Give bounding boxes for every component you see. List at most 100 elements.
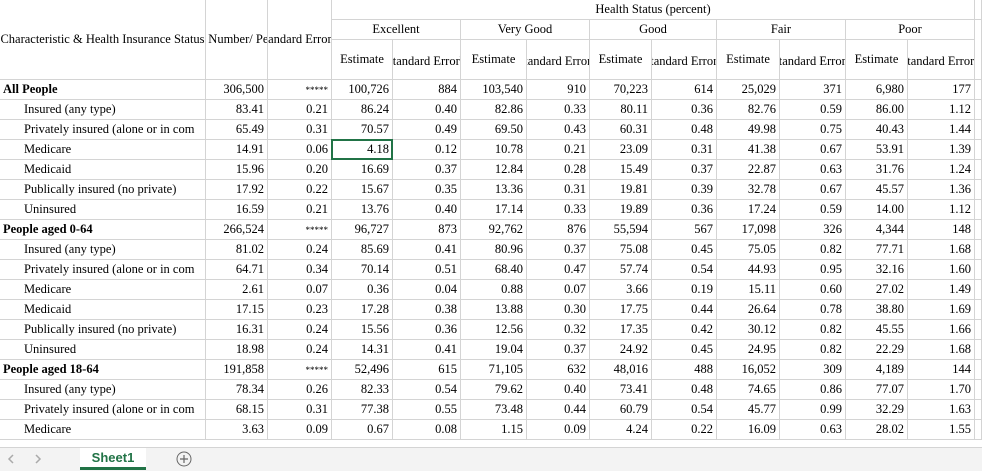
empty-cell [975, 120, 982, 140]
data-cell: 83.41 [206, 100, 268, 120]
data-cell: 873 [393, 220, 461, 240]
cell-text: 0.59 [820, 102, 842, 116]
cell-text: 74.65 [747, 382, 776, 396]
cell-text: ***** [305, 84, 329, 95]
cell-text: 15.56 [360, 322, 389, 336]
data-cell: 0.67 [332, 420, 393, 440]
cell-text: 1.63 [949, 402, 971, 416]
cell-text: 17.28 [360, 302, 389, 316]
cell-text: 77.71 [875, 242, 904, 256]
cell-text: 0.36 [691, 102, 713, 116]
cell-text: 100,726 [348, 82, 389, 96]
cell-text: 86.00 [875, 102, 904, 116]
data-cell: 17.14 [461, 200, 527, 220]
sub-header: Standard Error\1 [908, 40, 975, 80]
data-cell: 4,344 [846, 220, 908, 240]
data-cell: 14.31 [332, 340, 393, 360]
cell-text: 15.67 [360, 182, 389, 196]
data-cell: 0.48 [652, 120, 717, 140]
cell-text: 45.57 [875, 182, 904, 196]
cell-text: 31.76 [875, 162, 904, 176]
cell-text: 45.55 [875, 322, 904, 336]
cell-text: 1.39 [949, 142, 971, 156]
cell-text: 64.71 [235, 262, 264, 276]
se-text: Standard Error\ [908, 54, 975, 69]
se-label: Standard Error\1 [527, 48, 589, 71]
cell-text: 0.41 [435, 342, 457, 356]
row-label: Privately insured (alone or in com [0, 400, 206, 420]
data-cell: 0.82 [780, 340, 846, 360]
estimate-label: Estimate [471, 52, 516, 66]
data-cell: 52,496 [332, 360, 393, 380]
data-cell: 77.07 [846, 380, 908, 400]
cell-text: 884 [438, 82, 457, 96]
cell-text: 15.11 [748, 282, 776, 296]
cell-text: 24.92 [619, 342, 648, 356]
cell-text: 44.93 [747, 262, 776, 276]
empty-cell [975, 280, 982, 300]
empty-cell [975, 80, 982, 100]
cell-text: 1.66 [949, 322, 971, 336]
cell-text: Medicaid [24, 162, 72, 176]
grid: Total Number/ PercentStandard Error\1Cha… [0, 0, 982, 440]
cell-text: 910 [567, 82, 586, 96]
empty-cell [975, 220, 982, 240]
data-cell: 17.92 [206, 180, 268, 200]
cell-text: 1.68 [949, 342, 971, 356]
row-label: Medicare [0, 420, 206, 440]
cell-text: Medicare [24, 282, 72, 296]
cell-text: All People [3, 82, 58, 96]
cell-text: 41.38 [747, 142, 776, 156]
cell-text: 17.92 [235, 182, 264, 196]
data-cell: 30.12 [717, 320, 780, 340]
cell-text: 73.41 [619, 382, 648, 396]
cell-text: Uninsured [24, 342, 77, 356]
cell-text: 0.67 [820, 182, 842, 196]
cell-text: 326 [823, 222, 842, 236]
group-header: Good [590, 20, 717, 40]
data-cell: 16,052 [717, 360, 780, 380]
cell-text: 1.44 [949, 122, 971, 136]
data-cell: 1.69 [908, 300, 975, 320]
sub-header: Estimate [332, 40, 393, 80]
data-cell: 82.33 [332, 380, 393, 400]
empty-cell [975, 0, 982, 20]
data-cell: 40.43 [846, 120, 908, 140]
cell-text: 1.15 [501, 422, 523, 436]
cell-text: 0.26 [306, 382, 328, 396]
cell-text: 19.04 [494, 342, 523, 356]
cell-text: 0.54 [691, 402, 713, 416]
cell-text: 3.63 [242, 422, 264, 436]
cell-text: 371 [823, 82, 842, 96]
cell-text: 191,858 [223, 362, 264, 376]
cell-text: 60.79 [619, 402, 648, 416]
data-cell: 32.78 [717, 180, 780, 200]
se-text: Standard Error\ [652, 54, 717, 69]
data-cell: 0.09 [268, 420, 332, 440]
data-cell: 1.24 [908, 160, 975, 180]
add-sheet[interactable] [174, 449, 194, 469]
data-cell: 0.36 [652, 100, 717, 120]
cell-text: 0.45 [691, 342, 713, 356]
data-cell: 0.60 [780, 280, 846, 300]
data-cell: 80.96 [461, 240, 527, 260]
empty-cell [975, 400, 982, 420]
selected-cell[interactable] [331, 139, 393, 160]
se-text: Standard Error\ [780, 54, 846, 69]
nav-arrows[interactable] [0, 448, 60, 470]
cell-text: 75.08 [619, 242, 648, 256]
cell-text: 19.81 [619, 182, 648, 196]
cell-text: 1.12 [949, 202, 971, 216]
data-cell: ***** [268, 360, 332, 380]
cell-text: 0.44 [564, 402, 586, 416]
cell-text: 0.54 [435, 382, 457, 396]
sheet-tab[interactable]: Sheet1 [80, 448, 146, 470]
data-cell: 45.77 [717, 400, 780, 420]
cell-text: Publically insured (no private) [24, 322, 177, 336]
data-cell: 0.75 [780, 120, 846, 140]
cell-text: 0.31 [564, 182, 586, 196]
data-cell: 28.02 [846, 420, 908, 440]
cell-text: 85.69 [360, 242, 389, 256]
data-cell: 0.07 [268, 280, 332, 300]
data-cell: 0.28 [527, 160, 590, 180]
